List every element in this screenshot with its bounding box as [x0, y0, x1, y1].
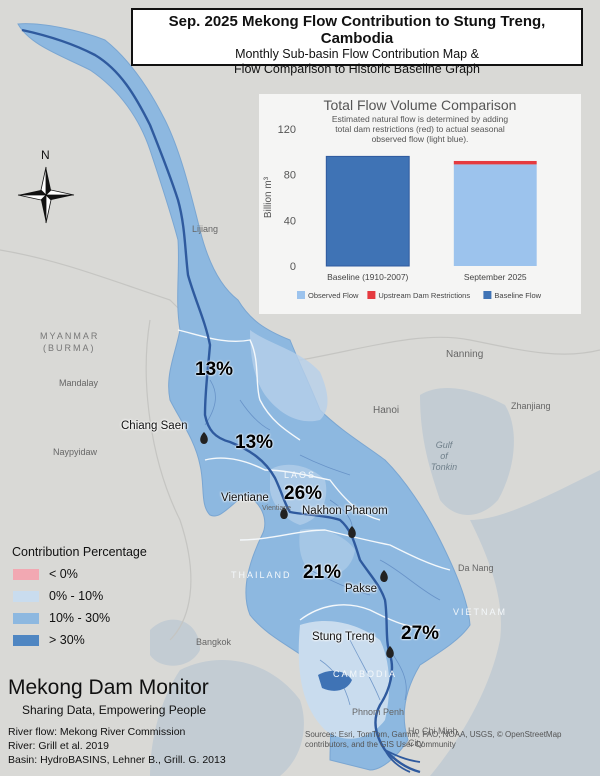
legend-label-mid: 10% - 30%	[49, 611, 111, 625]
south-china-sea-water	[430, 470, 600, 776]
label-thailand: THAILAND	[231, 570, 292, 580]
map-title: Sep. 2025 Mekong Flow Contribution to St…	[168, 13, 546, 47]
bar-1-0	[453, 164, 537, 266]
credit-basin: Basin: HydroBASINS, Lehner B., Grill. G.…	[8, 754, 226, 766]
x-tick-label-1: September 2025	[464, 272, 527, 282]
chart-subtitle-line1: Estimated natural flow is determined by …	[331, 114, 509, 124]
label-gulf-of-tonkin: Gulf of Tonkin	[422, 440, 466, 473]
legend-swatch-0	[297, 291, 305, 299]
label-vietnam: VIETNAM	[453, 607, 508, 617]
legend-item-mid: 10% - 30%	[12, 607, 147, 629]
y-tick-label-3: 120	[278, 124, 296, 136]
tonle-sap-lake	[318, 670, 352, 691]
label-myanmar: MYANMAR	[40, 331, 100, 341]
chart-subtitle: Estimated natural flow is determined by …	[289, 114, 551, 144]
mekong-river-line	[21, 28, 421, 774]
y-tick-label-2: 80	[284, 170, 296, 182]
label-laos: LAOS	[284, 470, 317, 480]
label-phnom-penh: Phnom Penh	[352, 707, 405, 717]
map-sources: Sources: Esri, TomTom, Garmin, FAO, NOAA…	[305, 730, 562, 749]
legend-label-negative: < 0%	[49, 567, 78, 581]
chart-subtitle-line2: total dam restrictions (red) to actual s…	[335, 124, 505, 134]
label-gulf-of-tonkin-2: of	[440, 451, 448, 461]
chart-subtitle-line3: observed flow (light blue).	[371, 134, 469, 144]
x-tick-label-0: Baseline (1910-2007)	[327, 272, 408, 282]
legend-swatch-2	[483, 291, 492, 299]
chart-plot: 0 40 80 120 Billion m³ Baseline (1910-2007) Se…	[263, 124, 542, 300]
subbasin-label-1: 13%	[195, 359, 234, 380]
label-nanning: Nanning	[446, 349, 484, 360]
y-tick-label-0: 0	[290, 261, 296, 273]
label-zhanjiang: Zhanjiang	[511, 401, 551, 411]
label-naypyidaw: Naypyidaw	[53, 447, 98, 457]
flow-comparison-chart: Total Flow Volume Comparison Estimated n…	[259, 94, 581, 314]
legend-label-low: 0% - 10%	[49, 589, 104, 603]
north-label: N	[41, 148, 50, 162]
label-mandalay: Mandalay	[59, 378, 99, 388]
label-cambodia: CAMBODIA	[333, 669, 398, 679]
map-title-box: Sep. 2025 Mekong Flow Contribution to St…	[131, 8, 583, 76]
credit-river: River: Grill et al. 2019	[8, 740, 109, 752]
bar-0-2	[325, 155, 410, 267]
legend-swatch-mid	[13, 612, 39, 624]
label-vientiane-small: Vientiane	[262, 505, 292, 512]
legend-title: Contribution Percentage	[12, 545, 147, 559]
station-nakhon-phanom: Nakhon Phanom	[302, 505, 388, 517]
gulf-of-thailand-water	[150, 660, 304, 776]
label-ho-chi-minh: Ho Chi Minh	[408, 726, 458, 736]
label-burma: (BURMA)	[43, 343, 96, 353]
subbasin-label-2: 13%	[235, 432, 274, 453]
map-subtitle-line1: Monthly Sub-basin Flow Contribution Map …	[235, 47, 479, 61]
station-markers	[200, 432, 394, 658]
north-arrow-icon	[17, 166, 75, 224]
gulf-of-tonkin-water	[420, 388, 514, 515]
station-vientiane: Vientiane	[221, 492, 269, 504]
map-subtitle-line2: Flow Comparison to Historic Baseline Gra…	[234, 62, 480, 76]
station-stung-treng: Stung Treng	[312, 631, 375, 643]
legend-swatch-high	[13, 634, 39, 646]
chart-title: Total Flow Volume Comparison	[323, 97, 517, 113]
label-hanoi: Hanoi	[373, 405, 400, 416]
label-ho-chi-minh-city: City	[408, 738, 424, 748]
legend-item-high: > 30%	[12, 629, 147, 651]
bangkok-bay-water	[150, 619, 200, 666]
legend-item-low: 0% - 10%	[12, 585, 147, 607]
subbasin-label-5: 27%	[401, 623, 440, 644]
station-pakse: Pakse	[345, 583, 377, 595]
label-bangkok: Bangkok	[196, 637, 232, 647]
legend-swatch-1	[367, 291, 376, 299]
y-tick-label-1: 40	[284, 215, 296, 227]
station-chiang-saen: Chiang Saen	[121, 420, 188, 432]
label-gulf-of-tonkin-3: Tonkin	[430, 462, 458, 472]
legend-entry-2: Baseline Flow	[494, 291, 541, 300]
legend-swatch-negative	[13, 568, 39, 580]
y-axis-label: Billion m³	[263, 176, 274, 218]
legend-item-negative: < 0%	[12, 563, 147, 585]
legend-label-high: > 30%	[49, 633, 85, 647]
credit-river-flow: River flow: Mekong River Commission	[8, 726, 186, 738]
label-lijiang: Lijiang	[192, 224, 219, 234]
mekong-basin-polygon	[17, 23, 471, 771]
legend-entry-0: Observed Flow	[308, 291, 359, 300]
legend-entry-1: Upstream Dam Restrictions	[378, 291, 470, 300]
subbasin-label-4: 21%	[303, 562, 342, 583]
subbasin-label-3: 26%	[284, 483, 323, 504]
map-legend: Contribution Percentage < 0% 0% - 10% 10…	[12, 545, 147, 651]
label-gulf-of-tonkin-1: Gulf	[435, 440, 453, 450]
brand-name: Mekong Dam Monitor	[8, 676, 209, 699]
label-da-nang: Da Nang	[458, 563, 494, 573]
bar-1-1	[453, 160, 537, 165]
brand-tagline: Sharing Data, Empowering People	[22, 703, 207, 717]
legend-swatch-low	[13, 590, 39, 602]
